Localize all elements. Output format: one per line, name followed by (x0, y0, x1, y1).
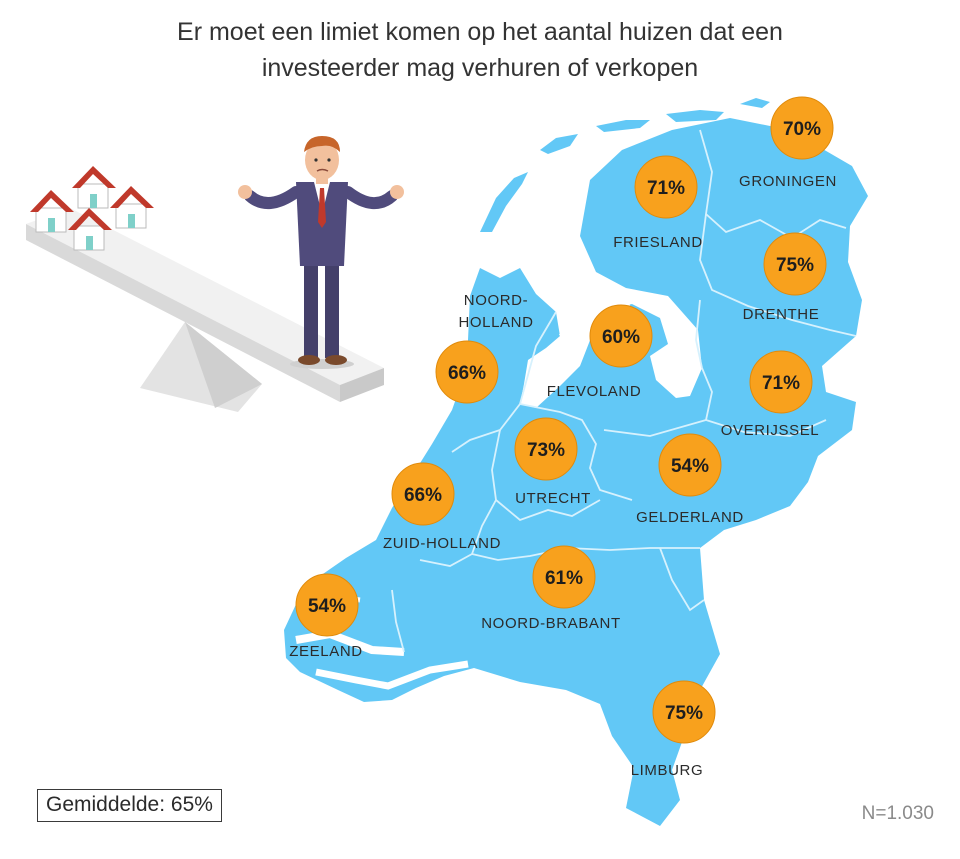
value-overijssel: 71% (762, 373, 800, 394)
badge-overijssel: 71% (749, 350, 813, 414)
badge-zuid-holland: 66% (391, 462, 455, 526)
value-friesland: 71% (647, 178, 685, 199)
netherlands-landmass (284, 118, 868, 826)
label-overijssel: OVERIJSSEL (721, 422, 820, 439)
sample-size: N=1.030 (861, 803, 934, 824)
percentage-badges: 70% 71% 75% 66% 60% 71% 73% 54% (295, 96, 834, 744)
value-limburg: 75% (665, 703, 703, 724)
value-groningen: 70% (783, 119, 821, 140)
value-gelderland: 54% (671, 456, 709, 477)
title-line-2: investeerder mag verhuren of verkopen (261, 54, 699, 82)
value-zuid-holland: 66% (404, 485, 442, 506)
value-utrecht: 73% (527, 440, 565, 461)
label-noord-holland-line1: NOORD- (464, 292, 528, 309)
label-friesland: FRIESLAND (613, 234, 703, 251)
province-labels: GRONINGEN FRIESLAND DRENTHE NOORD- HOLLA… (289, 173, 837, 779)
badge-friesland: 71% (634, 155, 698, 219)
value-noord-holland: 66% (448, 363, 486, 384)
value-zeeland: 54% (308, 596, 346, 617)
value-flevoland: 60% (602, 327, 640, 348)
houses-icon (30, 166, 154, 251)
map-title: Er moet een limiet komen op het aantal h… (0, 14, 960, 86)
label-flevoland: FLEVOLAND (547, 383, 642, 400)
seesaw-illustration (26, 136, 404, 412)
badge-gelderland: 54% (658, 433, 722, 497)
badge-utrecht: 73% (514, 417, 578, 481)
label-noord-brabant: NOORD-BRABANT (481, 615, 620, 632)
map-land (284, 98, 868, 826)
investor-figure (238, 136, 404, 369)
label-groningen: GRONINGEN (739, 173, 837, 190)
label-gelderland: GELDERLAND (636, 509, 744, 526)
label-noord-holland-line2: HOLLAND (458, 314, 533, 331)
seesaw-plank (26, 208, 384, 385)
badge-drenthe: 75% (763, 232, 827, 296)
badge-noord-holland: 66% (435, 340, 499, 404)
average-box: Gemiddelde: 65% (37, 789, 222, 822)
wadden-islands (480, 98, 770, 232)
label-drenthe: DRENTHE (743, 306, 820, 323)
value-noord-brabant: 61% (545, 568, 583, 589)
label-limburg: LIMBURG (631, 762, 704, 779)
label-utrecht: UTRECHT (515, 490, 591, 507)
badge-limburg: 75% (652, 680, 716, 744)
label-zuid-holland: ZUID-HOLLAND (383, 535, 501, 552)
title-line-1: Er moet een limiet komen op het aantal h… (177, 18, 783, 46)
badge-noord-brabant: 61% (532, 545, 596, 609)
badge-groningen: 70% (770, 96, 834, 160)
label-zeeland: ZEELAND (289, 643, 362, 660)
badge-zeeland: 54% (295, 573, 359, 637)
badge-flevoland: 60% (589, 304, 653, 368)
value-drenthe: 75% (776, 255, 814, 276)
